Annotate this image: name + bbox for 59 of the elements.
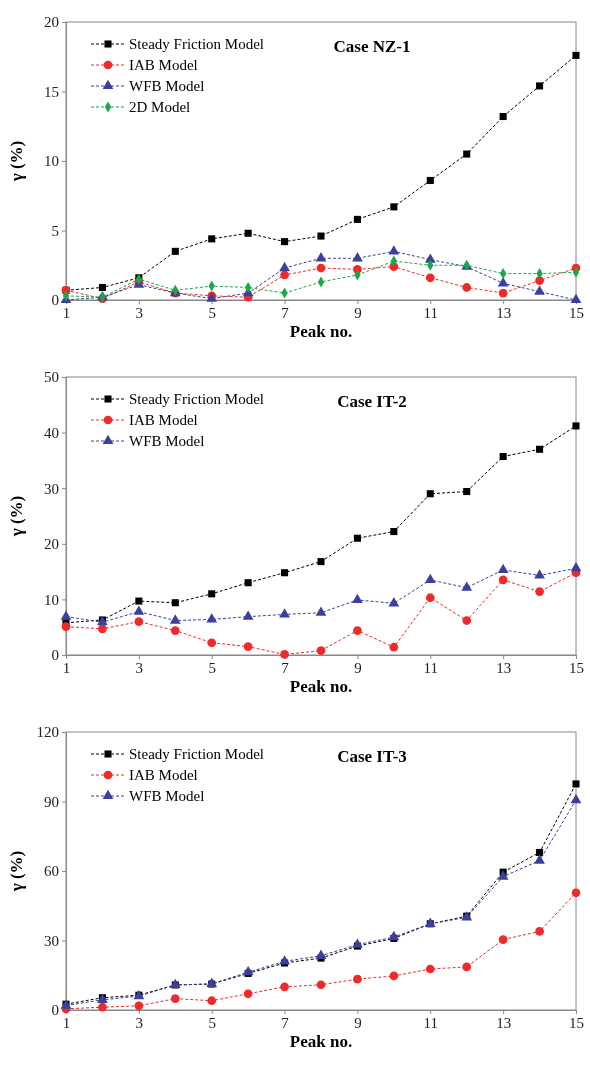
x-tick-label: 5 (208, 304, 216, 321)
x-tick-label: 7 (281, 304, 290, 321)
y-tick-label: 40 (44, 424, 59, 441)
y-axis-title: γ (%) (7, 140, 26, 183)
legend-label: 2D Model (129, 99, 191, 115)
x-tick-label: 7 (281, 659, 290, 676)
legend-label: WFB Model (129, 788, 205, 804)
x-tick-label: 9 (354, 1014, 362, 1031)
x-tick-label: 3 (135, 304, 144, 321)
y-axis-title: γ (%) (7, 495, 26, 538)
legend-label: Steady Friction Model (129, 746, 264, 762)
x-axis-title: Peak no. (289, 322, 353, 341)
y-tick-label: 120 (36, 724, 59, 741)
y-axis-title: γ (%) (7, 850, 26, 893)
legend-label: Steady Friction Model (129, 36, 264, 52)
y-tick-label: 10 (44, 591, 59, 608)
x-tick-label: 15 (569, 659, 584, 676)
x-tick-label: 15 (569, 304, 584, 321)
y-tick-label: 30 (44, 480, 59, 497)
text: Case IT-2 (337, 392, 407, 411)
y-tick-label: 50 (44, 369, 59, 386)
y-tick-label: 0 (51, 292, 59, 309)
y-tick-label: 20 (44, 536, 59, 553)
x-tick-label: 9 (354, 304, 362, 321)
legend-label: WFB Model (129, 78, 205, 94)
x-tick-label: 5 (208, 659, 216, 676)
x-tick-label: 7 (281, 1014, 290, 1031)
x-tick-label: 1 (62, 304, 71, 321)
legend-label: IAB Model (129, 412, 198, 428)
y-tick-label: 30 (44, 932, 59, 949)
y-tick-label: 0 (51, 647, 59, 664)
y-tick-label: 10 (44, 153, 59, 170)
legend-label: IAB Model (129, 57, 198, 73)
y-tick-label: 0 (51, 1002, 59, 1019)
y-tick-label: 5 (51, 222, 59, 239)
x-tick-label: 13 (496, 659, 512, 676)
x-tick-label: 13 (496, 304, 512, 321)
x-tick-label: 11 (423, 304, 439, 321)
y-tick-label: 60 (44, 863, 59, 880)
x-tick-label: 3 (135, 659, 144, 676)
x-tick-label: 13 (496, 1014, 512, 1031)
x-tick-label: 15 (569, 1014, 584, 1031)
x-tick-label: 3 (135, 1014, 144, 1031)
text: Case IT-3 (337, 747, 407, 766)
x-tick-label: 11 (423, 1014, 439, 1031)
y-tick-label: 20 (44, 14, 59, 31)
x-axis-title: Peak no. (289, 1032, 353, 1051)
x-tick-label: 11 (423, 659, 439, 676)
y-tick-label: 90 (44, 793, 59, 810)
legend-label: Steady Friction Model (129, 391, 264, 407)
x-tick-label: 1 (62, 659, 71, 676)
legend-label: WFB Model (129, 433, 205, 449)
x-axis-title: Peak no. (289, 677, 353, 696)
y-tick-label: 15 (44, 83, 59, 100)
x-tick-label: 5 (208, 1014, 216, 1031)
text: Case NZ-1 (333, 37, 411, 56)
legend-label: IAB Model (129, 767, 198, 783)
x-tick-label: 9 (354, 659, 362, 676)
x-tick-label: 1 (62, 1014, 71, 1031)
